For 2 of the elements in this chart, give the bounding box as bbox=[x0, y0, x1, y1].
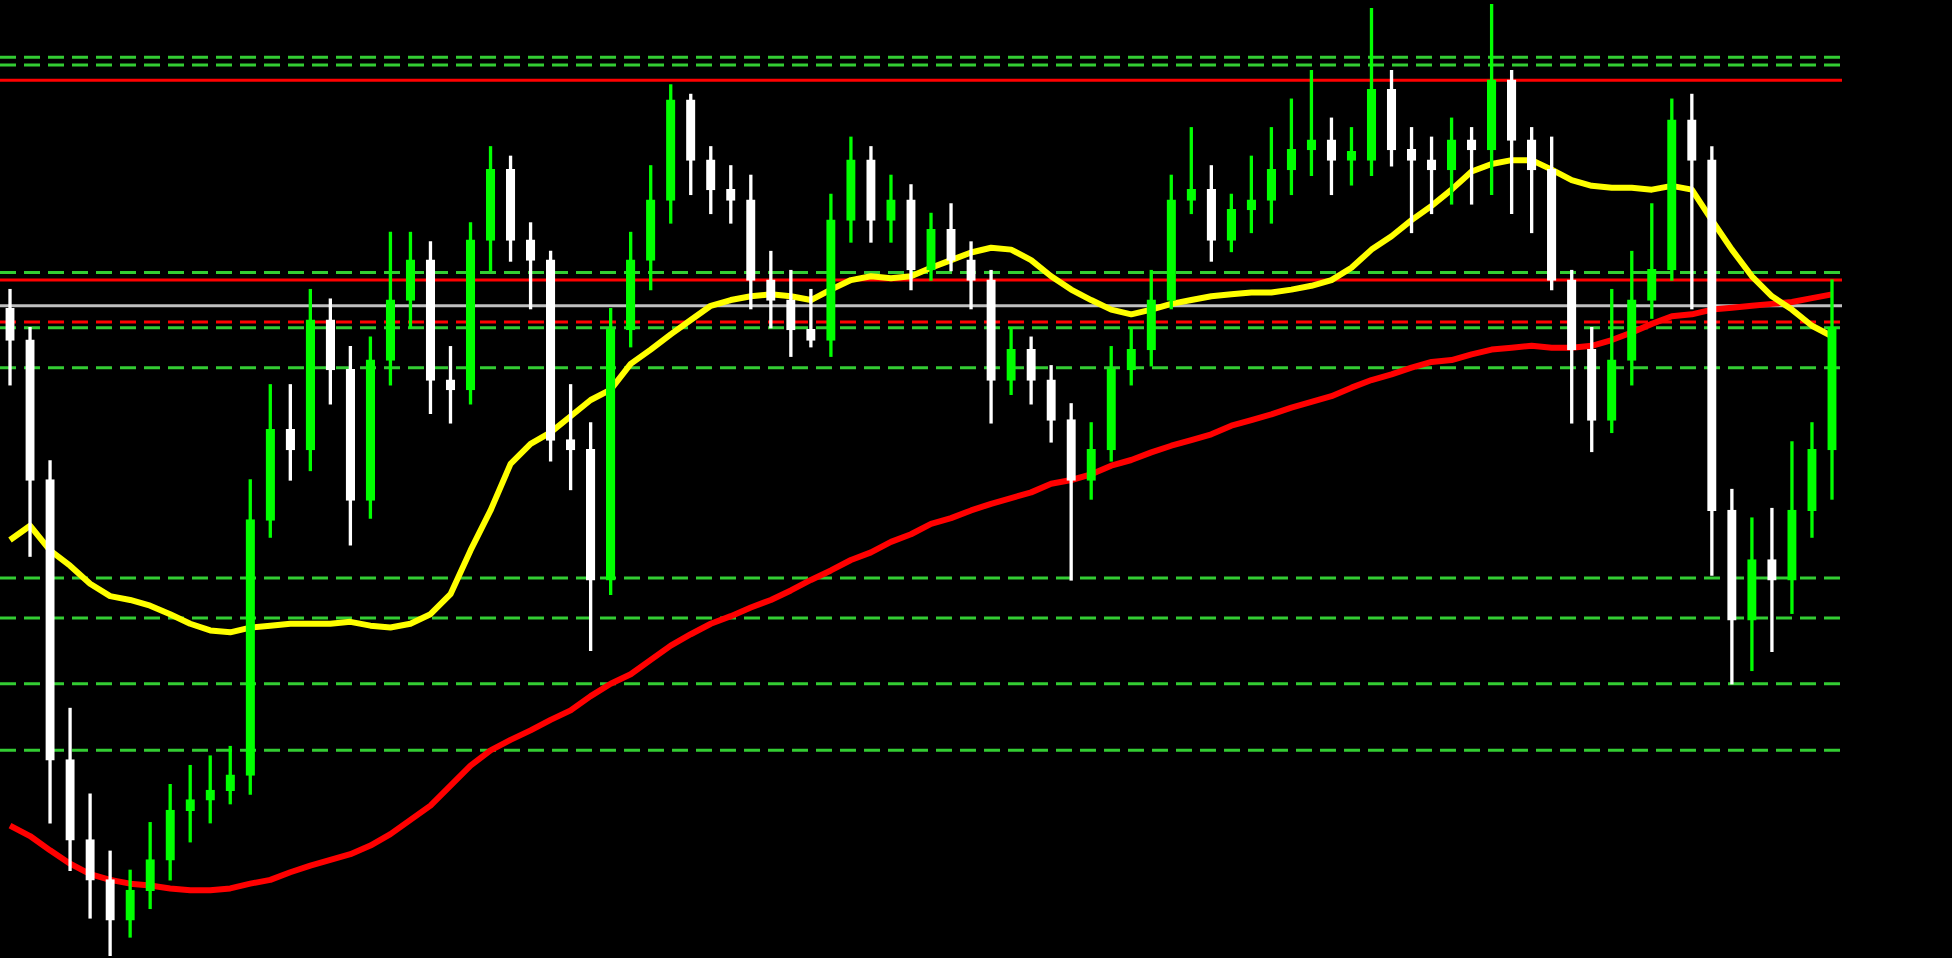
candlestick bbox=[806, 288, 816, 348]
candlestick bbox=[1767, 507, 1777, 653]
